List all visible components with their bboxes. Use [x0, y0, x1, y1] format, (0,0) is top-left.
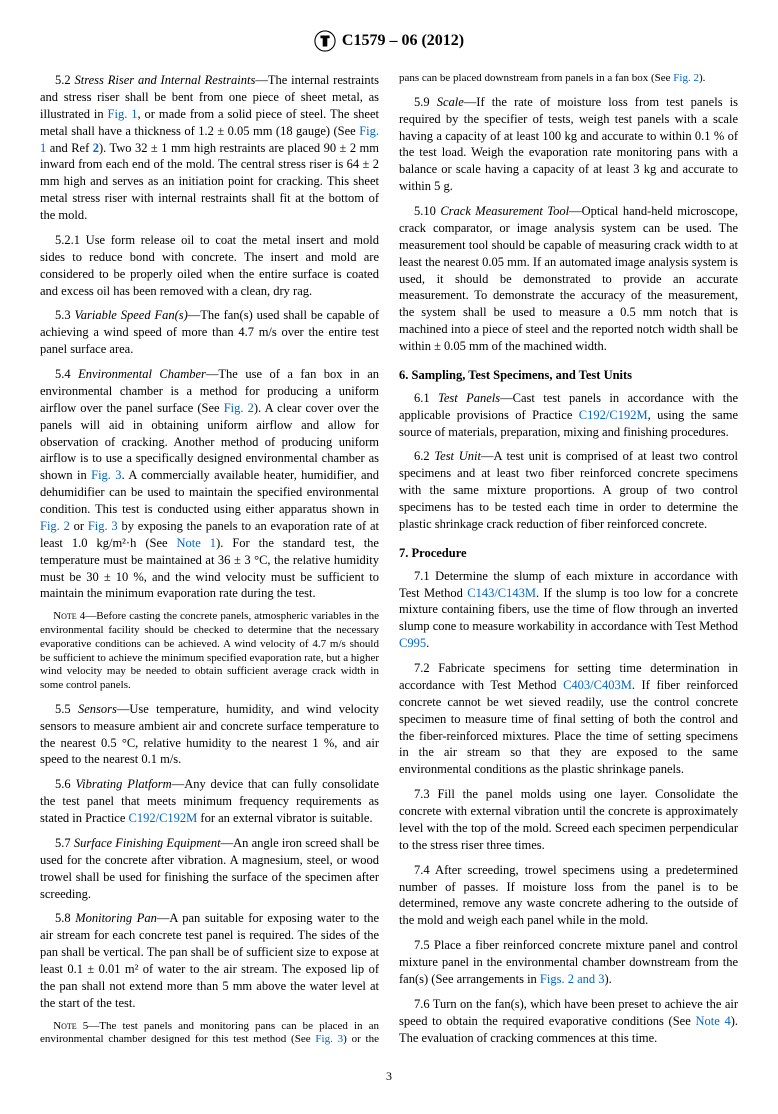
para-5-5: 5.5 Sensors—Use temperature, humidity, a…	[40, 701, 379, 769]
para-text: . If fiber reinforced concrete cannot be…	[399, 678, 738, 776]
para-7-2: 7.2 Fabricate specimens for setting time…	[399, 660, 738, 778]
para-5-3: 5.3 Variable Speed Fan(s)—The fan(s) use…	[40, 307, 379, 358]
std-ref[interactable]: C995	[399, 636, 426, 650]
para-title: Test Unit	[434, 449, 481, 463]
fig-ref[interactable]: Fig. 3	[315, 1033, 343, 1045]
para-5-7: 5.7 Surface Finishing Equipment—An angle…	[40, 835, 379, 903]
para-num: 5.4	[55, 367, 78, 381]
fig-ref[interactable]: Fig. 3	[88, 519, 118, 533]
para-title: Vibrating Platform	[75, 777, 171, 791]
para-title: Stress Riser and Internal Restraints	[74, 73, 255, 87]
para-title: Scale	[437, 95, 464, 109]
para-title: Variable Speed Fan(s)	[75, 308, 188, 322]
designation-text: C1579 – 06 (2012)	[342, 32, 464, 50]
para-text: .	[426, 636, 429, 650]
para-num: 5.5	[55, 702, 78, 716]
astm-logo-icon	[314, 30, 336, 52]
para-text: for an external vibrator is suitable.	[197, 811, 372, 825]
para-text: ).	[605, 972, 612, 986]
para-text: —If the rate of moisture loss from test …	[399, 95, 738, 193]
note-label: Note 4	[53, 610, 85, 622]
para-5-2: 5.2 Stress Riser and Internal Restraints…	[40, 72, 379, 224]
note-label: Note 5	[53, 1020, 88, 1032]
para-5-10: 5.10 Crack Measurement Tool—Optical hand…	[399, 203, 738, 355]
page-number: 3	[40, 1069, 738, 1084]
para-text: 5.2.1 Use form release oil to coat the m…	[40, 233, 379, 298]
para-text: 7.6 Turn on the fan(s), which have been …	[399, 997, 738, 1028]
para-7-3: 7.3 Fill the panel molds using one layer…	[399, 786, 738, 854]
para-num: 5.6	[55, 777, 75, 791]
para-num: 6.2	[414, 449, 434, 463]
fig-ref[interactable]: Figs. 2 and 3	[540, 972, 605, 986]
para-title: Crack Measurement Tool	[440, 204, 569, 218]
para-title: Sensors	[78, 702, 117, 716]
para-7-4: 7.4 After screeding, trowel specimens us…	[399, 862, 738, 930]
std-ref[interactable]: C192/C192M	[579, 408, 648, 422]
fig-ref[interactable]: Fig. 2	[224, 401, 254, 415]
fig-ref[interactable]: Fig. 2	[40, 519, 70, 533]
fig-ref[interactable]: Fig. 2	[673, 72, 699, 84]
para-text: —A pan suitable for exposing water to th…	[40, 911, 379, 1009]
para-text: or	[70, 519, 88, 533]
section-7-heading: 7. Procedure	[399, 545, 738, 562]
para-num: 5.9	[414, 95, 437, 109]
note-ref[interactable]: Note 4	[695, 1014, 730, 1028]
para-7-6: 7.6 Turn on the fan(s), which have been …	[399, 996, 738, 1047]
page-header: C1579 – 06 (2012)	[40, 30, 738, 52]
std-ref[interactable]: C143/C143M	[467, 586, 536, 600]
note-4: Note 4—Before casting the concrete panel…	[40, 610, 379, 693]
std-ref[interactable]: C403/C403M	[563, 678, 632, 692]
fig-ref[interactable]: Fig. 1	[108, 107, 138, 121]
para-num: 5.3	[55, 308, 75, 322]
std-ref[interactable]: C192/C192M	[129, 811, 198, 825]
para-text: —Optical hand-held microscope, crack com…	[399, 204, 738, 353]
para-num: 5.2	[55, 73, 74, 87]
note-text: ).	[699, 72, 705, 84]
para-title: Surface Finishing Equipment	[74, 836, 221, 850]
section-6-heading: 6. Sampling, Test Specimens, and Test Un…	[399, 367, 738, 384]
note-ref[interactable]: Note 1	[177, 536, 217, 550]
para-5-4: 5.4 Environmental Chamber—The use of a f…	[40, 366, 379, 602]
body-columns: 5.2 Stress Riser and Internal Restraints…	[40, 72, 738, 1051]
para-text: 7.4 After screeding, trowel specimens us…	[399, 863, 738, 928]
para-6-1: 6.1 Test Panels—Cast test panels in acco…	[399, 390, 738, 441]
para-5-8: 5.8 Monitoring Pan—A pan suitable for ex…	[40, 910, 379, 1011]
para-text: and Ref	[46, 141, 92, 155]
para-title: Environmental Chamber	[78, 367, 206, 381]
para-5-6: 5.6 Vibrating Platform—Any device that c…	[40, 776, 379, 827]
fig-ref[interactable]: Fig. 3	[91, 468, 121, 482]
para-7-1: 7.1 Determine the slump of each mixture …	[399, 568, 738, 652]
para-text: 7.3 Fill the panel molds using one layer…	[399, 787, 738, 852]
note-text: —Before casting the concrete panels, atm…	[40, 610, 379, 691]
para-title: Monitoring Pan	[75, 911, 157, 925]
para-5-9: 5.9 Scale—If the rate of moisture loss f…	[399, 94, 738, 195]
para-num: 5.10	[414, 204, 440, 218]
para-num: 5.8	[55, 911, 75, 925]
page-container: C1579 – 06 (2012) 5.2 Stress Riser and I…	[0, 0, 778, 1114]
para-5-2-1: 5.2.1 Use form release oil to coat the m…	[40, 232, 379, 300]
para-7-5: 7.5 Place a fiber reinforced concrete mi…	[399, 937, 738, 988]
para-6-2: 6.2 Test Unit—A test unit is comprised o…	[399, 448, 738, 532]
para-title: Test Panels	[438, 391, 500, 405]
para-num: 5.7	[55, 836, 74, 850]
para-num: 6.1	[414, 391, 438, 405]
